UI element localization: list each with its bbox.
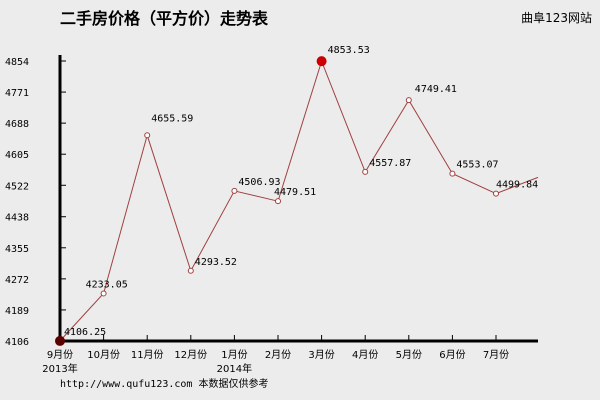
data-point [187, 267, 194, 274]
data-point [362, 168, 369, 175]
data-point [493, 190, 499, 197]
y-tick-label: 4106 [5, 337, 29, 348]
series-line [59, 59, 539, 342]
data-label: 4479.51 [274, 187, 316, 198]
data-label: 4106.25 [64, 327, 106, 338]
site-brand: 曲阜123网站 [521, 11, 592, 25]
x-tick-label: 5月份 [396, 349, 422, 361]
data-point [144, 132, 151, 139]
data-label: 4293.52 [195, 257, 237, 268]
year-label: 2013年 [42, 362, 77, 375]
y-tick-label: 4522 [5, 181, 29, 192]
data-point [405, 97, 412, 104]
data-label: 4749.41 [415, 84, 457, 95]
data-label: 4853.53 [328, 45, 370, 56]
y-tick-label: 4605 [5, 150, 29, 161]
y-tick-label: 4272 [5, 275, 29, 286]
y-tick-label: 4438 [5, 213, 29, 224]
data-point [100, 290, 107, 297]
y-tick-label: 4771 [5, 88, 29, 99]
x-tick-label: 12月份 [174, 349, 207, 361]
x-tick-label: 10月份 [87, 349, 120, 361]
x-tick-label: 6月份 [439, 349, 465, 361]
x-tick-label: 3月份 [308, 349, 334, 361]
x-tick-label: 11月份 [131, 349, 164, 361]
x-tick-label: 9月份 [47, 349, 73, 361]
data-label: 4506.93 [238, 177, 280, 188]
y-tick-label: 4688 [5, 119, 29, 130]
data-point [275, 198, 281, 205]
data-point [231, 187, 238, 194]
x-tick-label: 1月份 [221, 349, 247, 361]
price-series [55, 56, 539, 346]
data-point [449, 170, 456, 177]
data-labels: 4106.25 4233.05 4655.59 4293.52 4506.934479.… [64, 45, 538, 338]
x-tick-label: 2月份 [265, 349, 291, 361]
x-tick-label: 4月份 [352, 349, 378, 361]
year-label: 2014年 [217, 362, 252, 375]
data-point-highlight [55, 335, 65, 346]
data-point-highlight [316, 56, 327, 67]
y-tick-label: 4189 [5, 306, 29, 317]
data-label: 4233.05 [86, 279, 128, 290]
data-label: 4499.84 [496, 180, 538, 191]
data-label: 4655.59 [151, 113, 193, 124]
y-tick-label: 4854 [5, 57, 29, 68]
x-axis: 9月份 10月份 11月份 12月份 1月份 2月份 3月份 4月份 5月份 6月份 7月份 2013… [42, 335, 538, 375]
y-axis: 4106 4189 4272 4355 4438 4522 4605 4688 4771 4854 [5, 55, 66, 348]
chart-title: 二手房价格（平方价）走势表 [60, 9, 269, 28]
footer-note: http://www.qufu123.com 本数据仅供参考 [60, 377, 268, 390]
data-label: 4553.07 [456, 160, 498, 171]
data-label: 4557.87 [369, 158, 411, 169]
x-tick-label: 7月份 [483, 349, 509, 361]
y-tick-label: 4355 [5, 244, 29, 255]
